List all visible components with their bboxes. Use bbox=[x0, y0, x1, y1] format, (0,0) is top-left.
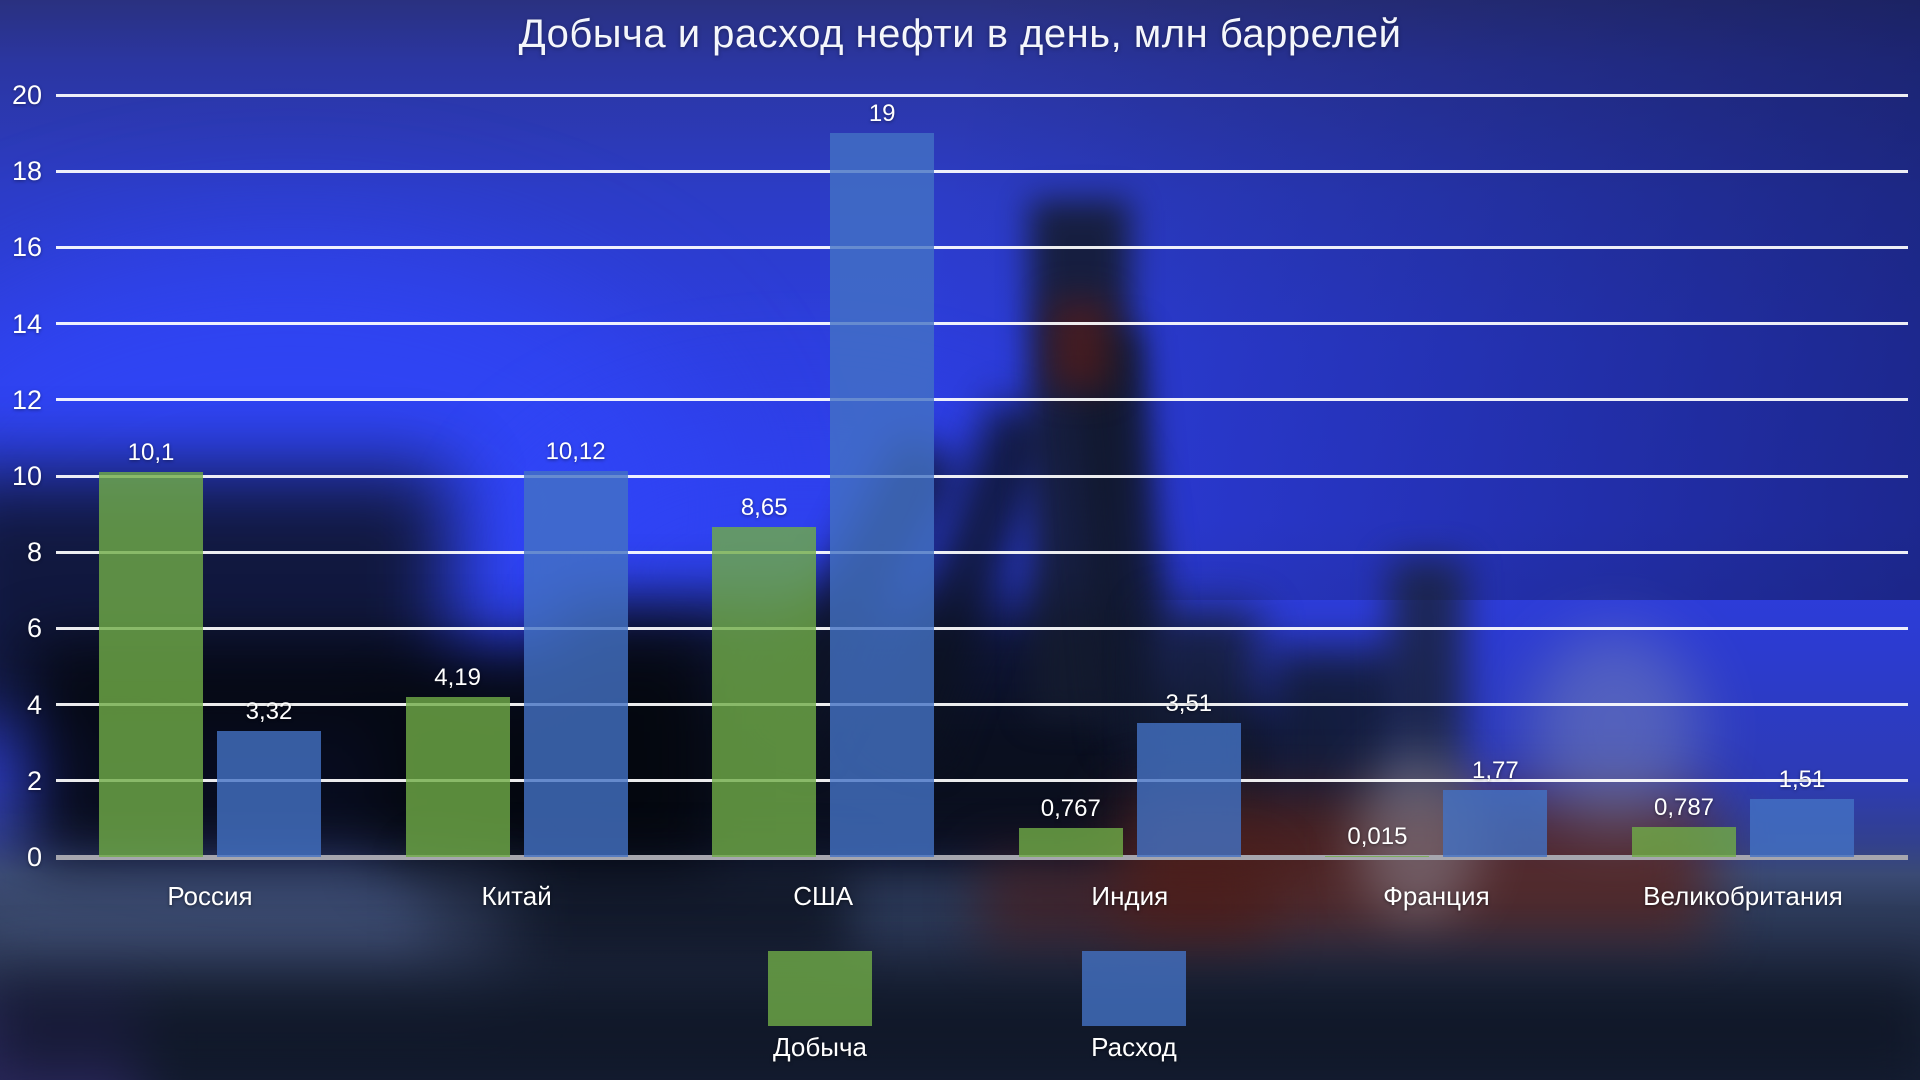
y-tick-label-12: 12 bbox=[11, 384, 42, 415]
value-label-consumption-usa: 19 bbox=[868, 100, 896, 128]
x-axis-line bbox=[56, 855, 1908, 860]
category-label-uk: Великобритания bbox=[1643, 881, 1843, 911]
y-tick-label-8: 8 bbox=[26, 537, 42, 568]
category-label-russia: Россия bbox=[167, 881, 253, 911]
gridline-14 bbox=[56, 322, 1908, 326]
red-hull-glow bbox=[980, 855, 1270, 950]
sea-dark-bottom bbox=[0, 970, 1920, 1080]
gridline-20 bbox=[56, 93, 1908, 97]
bar-production-uk bbox=[1632, 827, 1736, 857]
y-tick-label-18: 18 bbox=[11, 156, 42, 187]
bar-consumption-india bbox=[1136, 723, 1241, 857]
bar-production-usa bbox=[712, 527, 817, 857]
value-label-consumption-france: 1,77 bbox=[1472, 756, 1519, 784]
bar-consumption-usa bbox=[830, 133, 935, 857]
chart-title: Добыча и расход нефти в день, млн баррел… bbox=[518, 12, 1402, 56]
bar-consumption-china bbox=[523, 471, 628, 857]
gridline-10 bbox=[56, 474, 1908, 478]
bar-production-russia bbox=[99, 472, 203, 857]
gridline-12 bbox=[56, 398, 1908, 402]
legend-swatch-consumption bbox=[1082, 951, 1186, 1026]
value-label-production-china: 4,19 bbox=[434, 664, 481, 692]
value-label-production-uk: 0,787 bbox=[1653, 794, 1715, 821]
value-label-production-france: 0,015 bbox=[1347, 823, 1408, 850]
bar-production-france bbox=[1325, 856, 1430, 857]
bar-production-china bbox=[405, 697, 510, 857]
y-tick-label-16: 16 bbox=[11, 232, 42, 263]
y-tick-label-4: 4 bbox=[26, 689, 42, 720]
gridline-16 bbox=[56, 245, 1908, 249]
legend-label-consumption: Расход bbox=[1091, 1032, 1177, 1062]
steam-plume bbox=[1530, 630, 1700, 830]
bar-consumption-russia bbox=[217, 730, 321, 857]
gridline-6 bbox=[56, 626, 1908, 630]
value-label-consumption-uk: 1,51 bbox=[1778, 766, 1826, 794]
y-tick-label-2: 2 bbox=[26, 765, 42, 796]
y-tick-label-10: 10 bbox=[11, 461, 42, 491]
y-tick-label-6: 6 bbox=[26, 613, 42, 644]
bar-consumption-france bbox=[1443, 789, 1548, 857]
derrick-red-detail bbox=[1050, 300, 1110, 390]
category-label-france: Франция bbox=[1383, 881, 1490, 911]
value-label-consumption-india: 3,51 bbox=[1165, 690, 1213, 718]
gridline-18 bbox=[56, 169, 1908, 173]
value-label-consumption-china: 10,12 bbox=[545, 438, 606, 466]
category-label-india: Индия bbox=[1091, 881, 1169, 911]
y-tick-label-20: 20 bbox=[11, 80, 42, 110]
bar-consumption-uk bbox=[1750, 799, 1854, 857]
gridline-2 bbox=[56, 779, 1908, 783]
category-label-usa: США bbox=[793, 881, 854, 911]
value-label-production-india: 0,767 bbox=[1040, 794, 1101, 822]
gridline-8 bbox=[56, 550, 1908, 554]
value-label-production-russia: 10,1 bbox=[127, 439, 175, 467]
category-label-china: Китай bbox=[481, 881, 552, 911]
bar-production-india bbox=[1018, 827, 1123, 857]
y-tick-label-14: 14 bbox=[11, 308, 42, 339]
legend-swatch-production bbox=[768, 951, 872, 1026]
legend-label-production: Добыча bbox=[773, 1032, 867, 1062]
gridline-4 bbox=[56, 703, 1908, 707]
y-tick-label-0: 0 bbox=[26, 842, 42, 872]
value-label-consumption-russia: 3,32 bbox=[245, 697, 293, 725]
value-label-production-usa: 8,65 bbox=[740, 494, 788, 522]
